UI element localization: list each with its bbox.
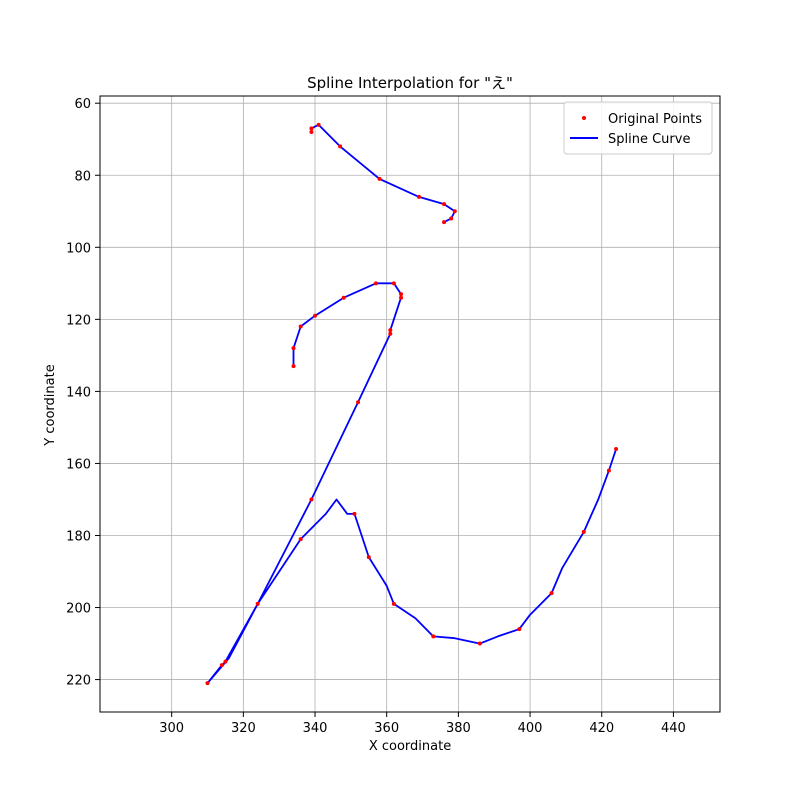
x-tick-label: 440 (661, 721, 686, 736)
original-point (614, 447, 619, 452)
y-tick-label: 100 (66, 241, 91, 256)
y-tick-label: 140 (66, 385, 91, 400)
legend-label: Original Points (608, 112, 702, 127)
chart-title: Spline Interpolation for "え" (307, 74, 513, 92)
original-point (356, 400, 361, 405)
spline-curve-line (310, 123, 456, 223)
original-point (205, 681, 210, 686)
original-point (606, 468, 611, 473)
y-tick-label: 60 (74, 97, 91, 112)
x-tick-label: 360 (374, 721, 399, 736)
original-point (352, 511, 357, 516)
original-point (291, 346, 296, 351)
x-tick-label: 420 (589, 721, 614, 736)
original-point (219, 663, 224, 668)
original-point (313, 313, 318, 318)
y-tick-label: 80 (74, 169, 91, 184)
original-point (388, 328, 393, 333)
original-point (442, 220, 447, 225)
original-point (309, 130, 314, 135)
original-point (477, 641, 482, 646)
original-point (298, 324, 303, 329)
x-tick-label: 380 (446, 721, 471, 736)
original-point (581, 529, 586, 534)
original-point (399, 292, 404, 297)
original-point (399, 295, 404, 300)
original-point (391, 281, 396, 286)
legend-marker-dot (582, 116, 586, 120)
original-point (291, 364, 296, 369)
x-tick-label: 300 (159, 721, 184, 736)
spline-curve-line (206, 282, 617, 685)
original-point (338, 144, 343, 149)
y-tick-label: 180 (66, 529, 91, 544)
x-tick-label: 320 (231, 721, 256, 736)
legend: Original Points Spline Curve (563, 101, 713, 155)
y-axis-label: Y coordinate (43, 364, 58, 446)
grid (100, 96, 720, 712)
original-point (388, 331, 393, 336)
y-tick-label: 200 (66, 602, 91, 617)
original-point (309, 126, 314, 131)
x-tick-label: 340 (303, 721, 328, 736)
original-point (517, 627, 522, 632)
original-point (416, 194, 421, 199)
original-point (449, 216, 454, 221)
x-axis-label: X coordinate (369, 739, 451, 754)
original-point (452, 209, 457, 214)
y-tick-label: 160 (66, 457, 91, 472)
original-point (309, 497, 314, 502)
plot-frame (99, 95, 721, 713)
x-tick-label: 400 (518, 721, 543, 736)
axis-ticks: 300 320 340 360 380 400 420 440 60 80 100 120 140 160… (66, 97, 686, 736)
original-point (373, 281, 378, 286)
original-point (255, 601, 260, 606)
original-point (316, 122, 321, 127)
original-point (431, 634, 436, 639)
legend-label: Spline Curve (608, 132, 690, 147)
y-tick-label: 220 (66, 674, 91, 689)
original-point (341, 295, 346, 300)
original-point (223, 659, 228, 664)
original-point (377, 176, 382, 181)
legend-box (563, 101, 713, 155)
original-point (391, 601, 396, 606)
series-lines (206, 123, 617, 685)
original-point (366, 555, 371, 560)
series-points (205, 122, 619, 686)
original-point (549, 591, 554, 596)
y-tick-label: 120 (66, 313, 91, 328)
original-point (298, 537, 303, 542)
original-point (442, 202, 447, 207)
